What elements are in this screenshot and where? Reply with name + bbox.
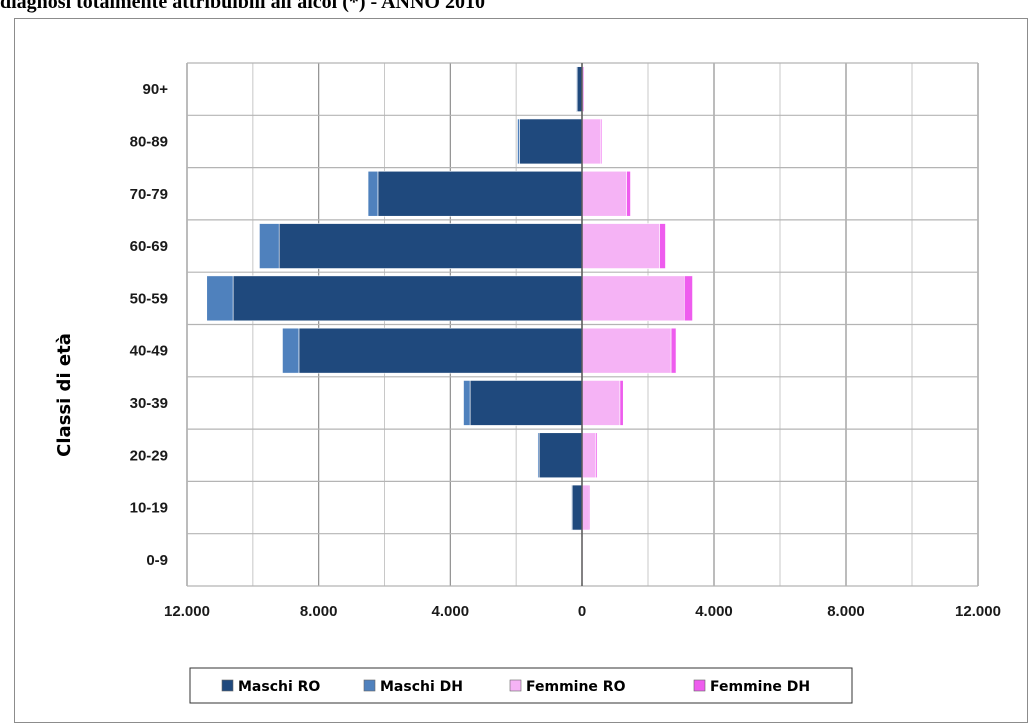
bar-femmine-dh-20-29 (595, 432, 598, 479)
bar-femmine-ro-70-79 (581, 170, 627, 217)
bar-maschi-ro-20-29 (538, 432, 583, 479)
bar-femmine-ro-30-39 (581, 380, 621, 426)
bar-femmine-dh-40-49 (670, 327, 677, 374)
bar-maschi-dh-10-19 (571, 484, 573, 531)
bar-femmine-ro-20-29 (581, 432, 597, 479)
y-tick-label: 60-69 (130, 238, 168, 255)
bar-femmine-dh-10-19 (588, 484, 591, 531)
bar-maschi-ro-30-39 (469, 380, 583, 426)
bar-femmine-dh-60-69 (659, 223, 666, 269)
bar-maschi-dh-40-49 (282, 327, 300, 374)
bar-femmine-ro-60-69 (581, 223, 660, 269)
legend-label-femmine-dh: Femmine DH (710, 679, 810, 695)
bar-maschi-dh-50-59 (206, 275, 234, 322)
legend-label-maschi-dh: Maschi DH (380, 679, 463, 695)
bar-femmine-ro-40-49 (581, 327, 672, 374)
bar-maschi-dh-30-39 (463, 380, 471, 426)
x-tick-label: 4.000 (432, 603, 470, 620)
y-tick-label: 40-49 (130, 343, 168, 360)
x-tick-label: 0 (578, 603, 586, 620)
bars-layer (206, 63, 693, 586)
x-tick-label: 12.000 (164, 603, 210, 620)
y-tick-labels: 0-9 10-19 20-29 30-39 40-49 50-59 60-69 70-79 80… (130, 81, 169, 569)
bar-maschi-dh-60-69 (259, 223, 280, 269)
bar-femmine-ro-50-59 (581, 275, 685, 322)
bar-femmine-dh-90+ (584, 66, 586, 112)
y-tick-label: 20-29 (130, 447, 168, 464)
y-tick-label: 0-9 (146, 552, 168, 569)
x-tick-label: 8.000 (827, 603, 865, 620)
bar-maschi-ro-70-79 (377, 170, 583, 217)
x-tick-label: 12.000 (955, 603, 1001, 620)
y-tick-label: 80-89 (130, 133, 168, 150)
legend-swatch-femmine-dh (693, 679, 706, 692)
y-axis-label: Classi di età (54, 333, 75, 457)
bar-femmine-dh-30-39 (619, 380, 624, 426)
bar-maschi-dh-90+ (576, 66, 578, 112)
y-tick-label: 10-19 (130, 500, 168, 517)
bar-maschi-ro-50-59 (232, 275, 583, 322)
x-tick-labels: 12.000 8.000 4.000 0 4.000 8.000 12.000 (164, 603, 1001, 620)
bar-femmine-ro-10-19 (581, 484, 590, 531)
legend-swatch-femmine-ro (509, 679, 522, 692)
bar-femmine-dh-70-79 (626, 170, 631, 217)
bar-maschi-ro-60-69 (278, 223, 583, 269)
bar-femmine-ro-80-89 (581, 118, 601, 165)
bar-femmine-dh-50-59 (683, 275, 693, 322)
y-tick-label: 30-39 (130, 395, 168, 412)
bar-maschi-ro-80-89 (519, 118, 583, 165)
x-tick-label: 4.000 (695, 603, 733, 620)
legend-swatch-maschi-ro (221, 679, 234, 692)
legend-label-maschi-ro: Maschi RO (238, 679, 320, 695)
y-tick-label: 70-79 (130, 186, 168, 203)
bar-maschi-dh-70-79 (367, 170, 379, 217)
legend-swatch-maschi-dh (363, 679, 376, 692)
header-title-fragment: diagnosi totalmente attribuibili all'alc… (0, 0, 485, 13)
legend: Maschi RO Maschi DH Femmine RO Femmine DH (189, 667, 853, 704)
bar-maschi-ro-40-49 (298, 327, 583, 374)
legend-label-femmine-ro: Femmine RO (526, 679, 626, 695)
bar-maschi-ro-10-19 (571, 484, 583, 531)
bar-maschi-dh-80-89 (517, 118, 520, 165)
bar-femmine-dh-0-9 (582, 537, 584, 583)
y-tick-label: 90+ (143, 81, 169, 98)
y-tick-label: 50-59 (130, 290, 168, 307)
x-tick-label: 8.000 (300, 603, 338, 620)
bar-femmine-dh-80-89 (600, 118, 603, 165)
bar-maschi-dh-20-29 (537, 432, 540, 479)
